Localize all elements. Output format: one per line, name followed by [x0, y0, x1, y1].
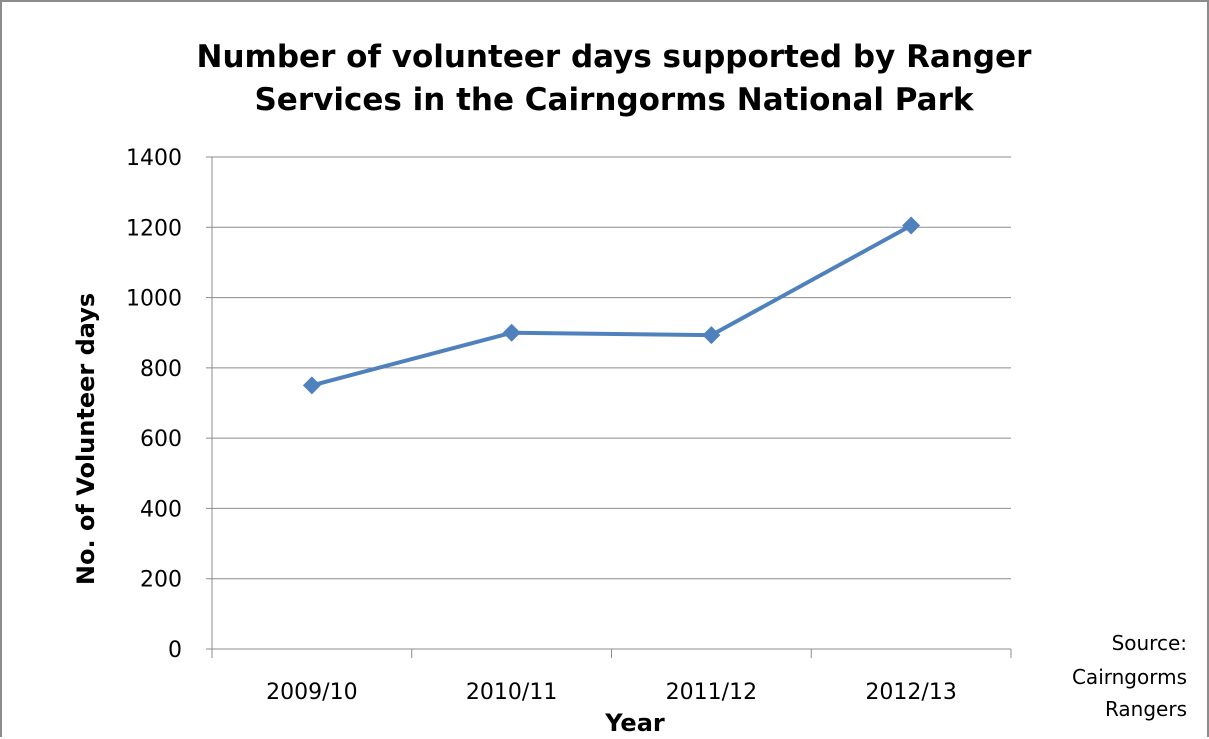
y-tick-label-1000: 1000 [126, 287, 182, 312]
y-tick-label-1200: 1200 [126, 216, 182, 241]
source-note-line-1: Source: [1112, 631, 1187, 655]
source-note: Source: Cairngorms Rangers [1072, 631, 1187, 721]
source-note-line-2: Cairngorms [1072, 665, 1187, 689]
data-point-2011-12 [702, 326, 721, 345]
y-tick-label-1400: 1400 [126, 146, 182, 171]
y-tick-label-800: 800 [140, 357, 182, 382]
chart-title-line-2: Services in the Cairngorms National Park [254, 82, 974, 118]
x-axis [211, 157, 1012, 658]
y-tick-label-200: 200 [140, 568, 182, 593]
data-point-2010-11 [502, 323, 521, 342]
source-note-line-3: Rangers [1105, 697, 1187, 721]
y-tick-label-600: 600 [140, 427, 182, 452]
data-point-2012-13 [902, 216, 921, 235]
chart-title-line-1: Number of volunteer days supported by Ra… [197, 39, 1033, 75]
chart-title: Number of volunteer days supported by Ra… [197, 39, 1033, 118]
x-tick-label-3: 2012/13 [865, 680, 956, 705]
y-tick-label-400: 400 [140, 497, 182, 522]
x-tick-label-2: 2011/12 [666, 680, 757, 705]
gridlines [206, 156, 1011, 650]
y-tick-label-0: 0 [168, 638, 182, 663]
x-tick-label-1: 2010/11 [466, 680, 557, 705]
x-tick-label-0: 2009/10 [266, 680, 357, 705]
data-point-2009-10 [302, 376, 321, 395]
series [302, 216, 921, 395]
x-axis-ticks: 2009/10 2010/11 2011/12 2012/13 [266, 680, 957, 705]
series-line-0 [309, 223, 914, 388]
x-axis-title: Year [604, 709, 665, 737]
y-axis-title: No. of Volunteer days [72, 293, 100, 585]
y-axis-ticks: 0 200 400 600 800 1000 1200 1400 [126, 146, 182, 663]
